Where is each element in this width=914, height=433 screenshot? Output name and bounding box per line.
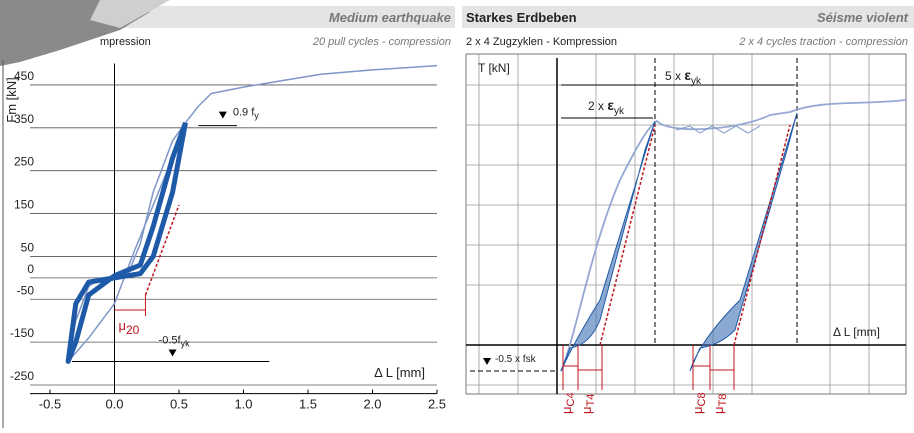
label: 0.9 f	[233, 107, 255, 119]
header-bar	[462, 6, 914, 28]
dashed-slope	[733, 124, 791, 346]
right-title-fr: Séisme violent	[817, 10, 909, 25]
photo-highlight	[90, 0, 170, 28]
y-tick-label: 0	[27, 262, 34, 276]
mu-brackets	[562, 345, 735, 390]
curve	[675, 125, 761, 134]
series-line	[65, 121, 188, 364]
span-text: 5 x	[665, 69, 684, 83]
left-title: Medium earthquake	[329, 10, 451, 25]
x-label: Δ L [mm]	[374, 365, 425, 380]
series-line	[144, 204, 180, 296]
y-tick-label: 150	[14, 198, 34, 212]
mu-sub: 20	[126, 323, 140, 337]
y-tick-label: 50	[21, 240, 35, 254]
mu-sub: C8	[696, 392, 708, 406]
mu-sub: C4	[565, 392, 577, 406]
mu: μ	[119, 318, 127, 333]
fsk-label: -0.5 x fsk	[495, 354, 537, 365]
mu-label: μT8	[711, 394, 729, 414]
left-subtitle-de: mpression	[100, 36, 151, 48]
right-subtitle-de: 2 x 4 Zugzyklen - Kompression	[466, 36, 617, 48]
eps: ε	[607, 97, 614, 113]
triangle	[168, 349, 177, 357]
right-title: Starkes Erdbeben	[466, 10, 577, 25]
x-label: Δ L [mm]	[833, 325, 880, 339]
x-tick-label: 2.5	[428, 397, 446, 412]
mu: μ	[711, 407, 726, 415]
y-tick-label: 350	[14, 112, 34, 126]
sub: y	[254, 111, 259, 121]
mu-sub: T8	[717, 394, 729, 407]
cycle-band	[560, 112, 798, 372]
curve	[560, 99, 907, 372]
label: -0.5f	[159, 334, 182, 346]
y-tick-label: -250	[10, 369, 34, 383]
y-tick-label: 250	[14, 155, 34, 169]
reference-label: 0.9 fy	[233, 107, 259, 121]
eps-sub: yk	[614, 106, 625, 117]
mu: μ	[690, 407, 705, 415]
eps: ε	[684, 67, 691, 83]
frame	[465, 53, 907, 395]
y-tick-label: -150	[10, 326, 34, 340]
y-tick-label: -50	[17, 283, 35, 297]
grid	[466, 54, 906, 394]
mu-sub: T4	[585, 394, 597, 407]
sub: yk	[181, 338, 191, 348]
triangle	[218, 111, 227, 119]
span-text: 2 x	[588, 99, 607, 113]
mu-label: μC8	[690, 392, 708, 414]
x-tick-label: 1.0	[234, 397, 252, 412]
x-tick-label: 0.5	[170, 397, 188, 412]
span-label: 5 x εyk	[665, 67, 702, 87]
right-chart: T [kN] Δ L [mm] 5 x εyk 2 x εyk -0.5 x f…	[465, 53, 907, 414]
mu-label: μ20	[119, 318, 140, 337]
x-tick-label: -0.5	[39, 397, 61, 412]
right-subtitle: 2 x 4 cycles traction - compression	[738, 36, 908, 48]
mu: μ	[579, 407, 594, 415]
mu-label: μT4	[579, 394, 597, 414]
x-tick-label: 2.0	[363, 397, 381, 412]
y-label: Fm [kN]	[4, 77, 19, 123]
x-tick-label: 1.5	[299, 397, 317, 412]
y-tick-label: 450	[14, 69, 34, 83]
triangle	[483, 358, 491, 365]
reference-label: -0.5fyk	[159, 334, 191, 348]
eps-sub: yk	[691, 76, 702, 87]
mu: μ	[559, 407, 574, 415]
y-label: T [kN]	[478, 61, 510, 75]
dashed-slope	[599, 124, 656, 346]
span-label: 2 x εyk	[588, 97, 625, 117]
mu-label: μC4	[559, 392, 577, 414]
x-tick-label: 0.0	[105, 397, 123, 412]
left-subtitle: 20 pull cycles - compression	[312, 36, 451, 48]
